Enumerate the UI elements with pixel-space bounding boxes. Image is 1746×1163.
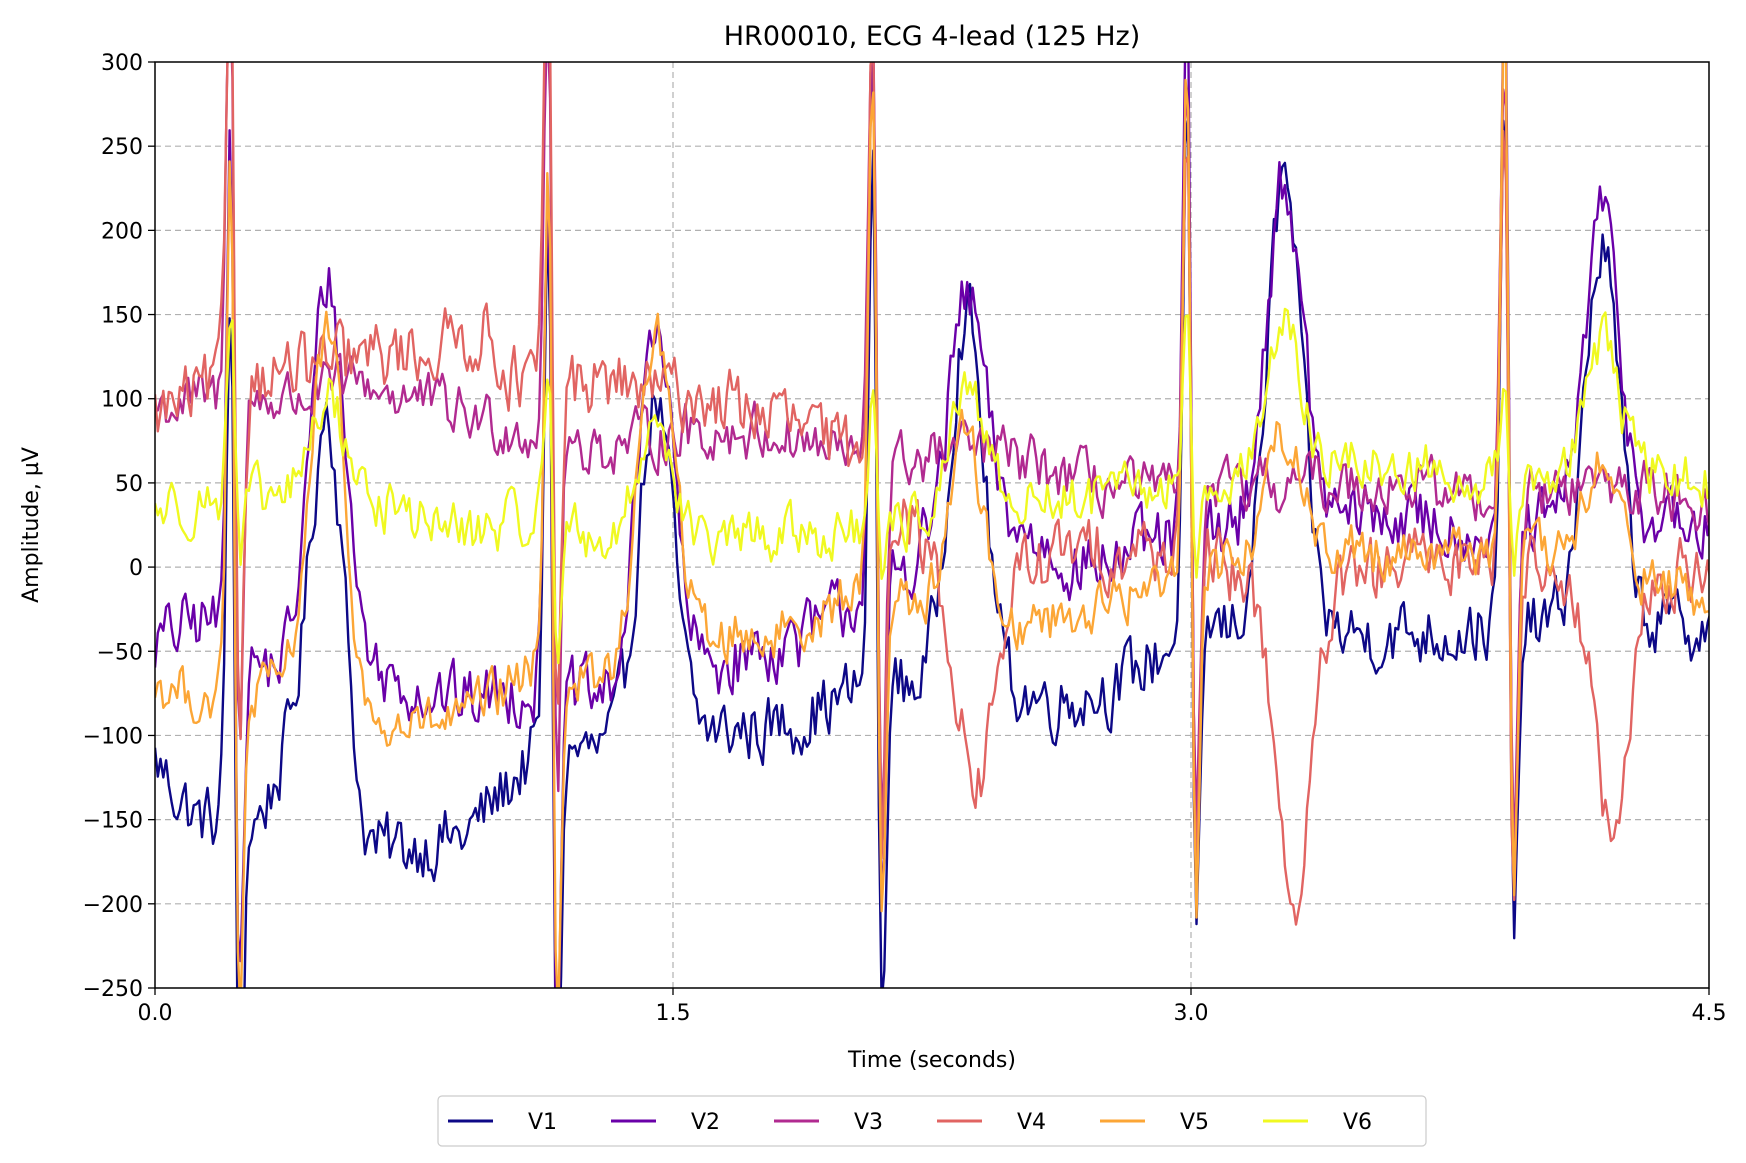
plot-frame [154, 61, 1710, 989]
y-tick-label: −50 [97, 640, 143, 665]
x-tick-label: 3.0 [1174, 1001, 1209, 1026]
x-tick-label: 4.5 [1692, 1001, 1727, 1026]
y-tick-label: 300 [101, 51, 143, 76]
y-tick-label: 0 [129, 556, 143, 581]
chart-title: HR00010, ECG 4-lead (125 Hz) [724, 21, 1141, 52]
legend-label-v6: V6 [1343, 1110, 1372, 1135]
series-line-v1 [155, 119, 1709, 988]
series-line-v5 [155, 62, 1709, 988]
series-line-v6 [155, 307, 1709, 665]
legend-label-v1: V1 [528, 1110, 557, 1135]
legend: V1 V2 V3 V4 V5 V6 [437, 1095, 1427, 1147]
legend-box [437, 1095, 1427, 1147]
legend-label-v5: V5 [1180, 1110, 1209, 1135]
y-tick-label: −150 [83, 809, 143, 834]
y-tick-label: 250 [101, 135, 143, 160]
y-tick-label: 200 [101, 219, 143, 244]
x-axis-label: Time (seconds) [847, 1048, 1016, 1073]
x-axis: 0.0 1.5 3.0 4.5 [138, 988, 1727, 1026]
series-line-v4 [155, 62, 1709, 926]
y-axis-label: Amplitude, µV [19, 447, 44, 603]
y-tick-label: −100 [83, 724, 143, 749]
grid-lines [155, 62, 1709, 988]
legend-label-v4: V4 [1017, 1110, 1046, 1135]
series-lines [155, 62, 1709, 988]
y-tick-label: 50 [115, 472, 143, 497]
x-tick-label: 0.0 [138, 1001, 173, 1026]
y-axis: −250 −200 −150 −100 −50 0 50 100 150 200 250 300 [83, 51, 155, 1002]
legend-label-v2: V2 [691, 1110, 720, 1135]
y-tick-label: −250 [83, 977, 143, 1002]
y-tick-label: −200 [83, 893, 143, 918]
x-tick-label: 1.5 [656, 1001, 691, 1026]
y-tick-label: 150 [101, 304, 143, 329]
legend-label-v3: V3 [854, 1110, 883, 1135]
y-tick-label: 100 [101, 388, 143, 413]
